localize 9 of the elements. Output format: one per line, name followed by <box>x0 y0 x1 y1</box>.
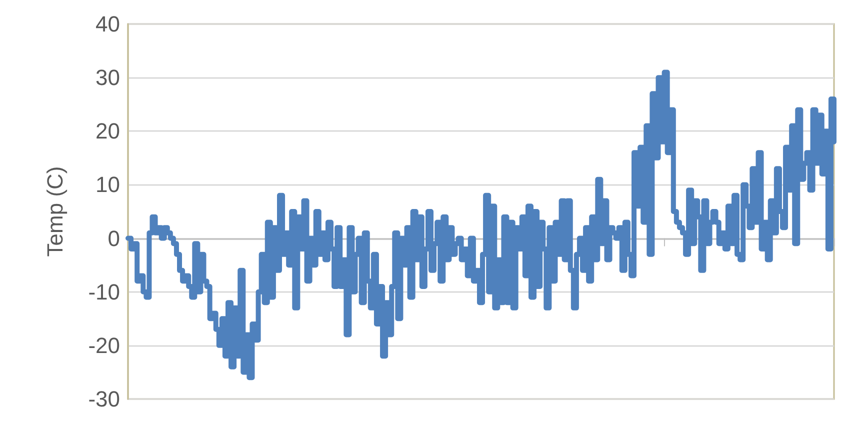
y-tick-label: -20 <box>88 332 120 358</box>
y-axis-title: Temp (C) <box>42 166 68 257</box>
y-tick-label: -10 <box>88 279 120 304</box>
y-tick-label: 10 <box>96 172 120 198</box>
y-tick-label: 30 <box>96 65 120 90</box>
y-tick-label: -30 <box>88 386 120 412</box>
y-tick-label: 40 <box>96 12 120 36</box>
y-tick-label: 20 <box>96 118 120 144</box>
y-tick-label: 0 <box>108 226 120 251</box>
